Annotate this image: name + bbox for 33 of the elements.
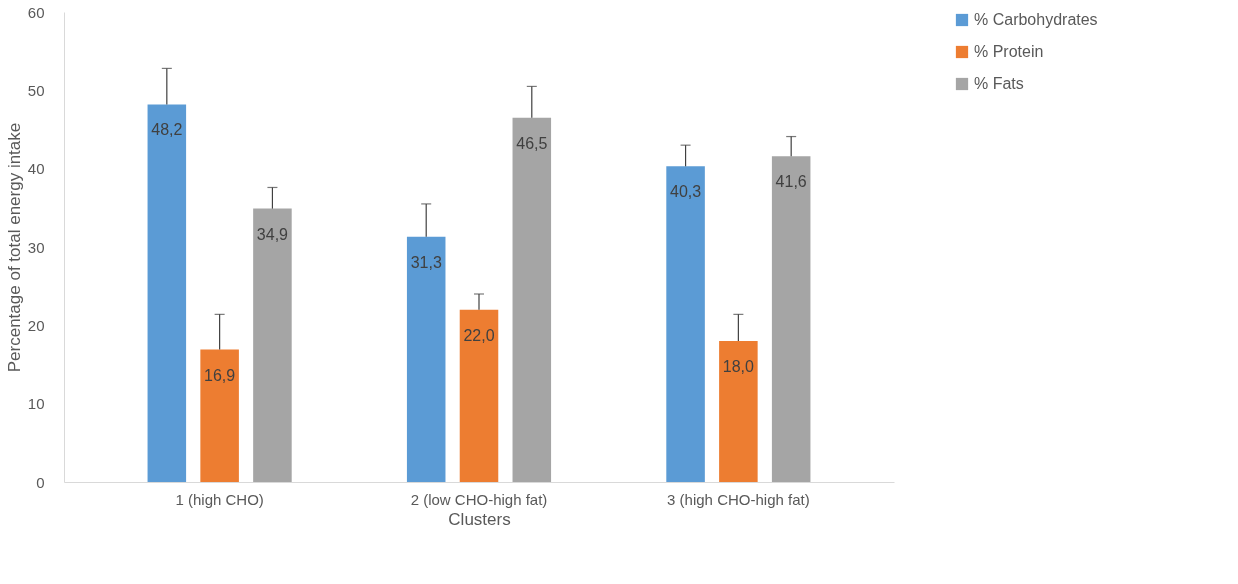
bar — [719, 341, 758, 482]
data-label: 31,3 — [410, 253, 442, 271]
data-label: 22,0 — [463, 326, 495, 344]
bar — [147, 104, 187, 482]
bar — [771, 156, 811, 482]
data-label: 46,5 — [516, 134, 548, 152]
y-tick-label: 30 — [27, 238, 45, 256]
y-tick-label: 60 — [27, 3, 45, 21]
x-tick-label: 1 (high CHO) — [175, 490, 264, 508]
data-label: 40,3 — [670, 183, 702, 201]
data-label: 41,6 — [775, 173, 807, 191]
y-tick-label: 0 — [36, 473, 45, 491]
y-axis-title: Percentage of total energy intake — [4, 122, 24, 373]
x-axis-title: Clusters — [448, 509, 511, 529]
bar — [253, 208, 292, 482]
x-tick-label: 3 (high CHO-high fat) — [667, 490, 810, 508]
data-label: 16,9 — [204, 366, 236, 384]
y-tick-label: 10 — [27, 395, 45, 413]
x-tick-label: 2 (low CHO-high fat) — [410, 490, 548, 508]
legend-label: % Fats — [974, 75, 1024, 92]
y-tick-label: 20 — [27, 316, 45, 334]
y-tick-label: 50 — [27, 81, 45, 99]
y-tick-label: 40 — [27, 160, 45, 178]
bar — [200, 349, 239, 482]
bar — [512, 117, 552, 482]
data-label: 34,9 — [256, 225, 289, 243]
data-label: 18,0 — [722, 358, 755, 375]
data-label: 48,2 — [151, 121, 183, 139]
legend-label: % Carbohydrates — [974, 11, 1098, 28]
bar — [459, 309, 499, 482]
bar — [666, 166, 705, 482]
bar — [406, 236, 446, 482]
legend-label: % Protein — [974, 43, 1044, 60]
